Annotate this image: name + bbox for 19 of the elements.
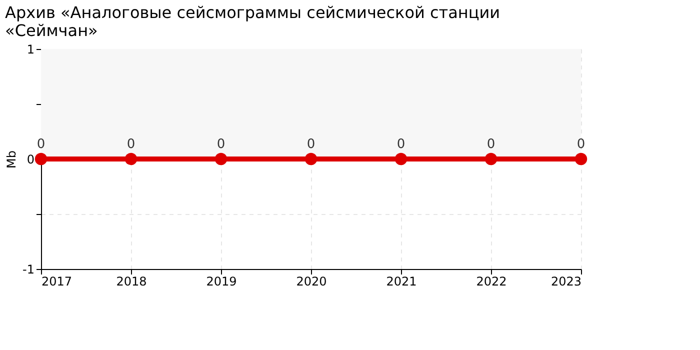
data-label: 0 bbox=[36, 137, 46, 152]
y-tick-label: 0 bbox=[26, 152, 34, 166]
x-tick-label: 2020 bbox=[296, 274, 327, 288]
x-tick-label: 2021 bbox=[386, 274, 417, 288]
y-tick-label: -1 bbox=[22, 262, 34, 276]
x-tick-label: 2019 bbox=[206, 274, 237, 288]
data-label: 0 bbox=[126, 137, 136, 152]
data-label: 0 bbox=[396, 137, 406, 152]
x-tick-label: 2017 bbox=[42, 274, 72, 288]
x-tick-label: 2023 bbox=[550, 274, 582, 288]
y-tick-label: 1 bbox=[26, 42, 34, 56]
x-tick-label: 2022 bbox=[476, 274, 507, 288]
x-tick-label: 2018 bbox=[116, 274, 147, 288]
data-label: 0 bbox=[486, 137, 496, 152]
data-label: 0 bbox=[576, 137, 586, 152]
y-axis-title: Mb bbox=[4, 150, 19, 168]
chart-title: Архив «Аналоговые сейсмограммы сейсмической станции «Сеймчан» bbox=[5, 3, 500, 40]
data-label: 0 bbox=[216, 137, 226, 152]
data-label: 0 bbox=[306, 137, 316, 152]
